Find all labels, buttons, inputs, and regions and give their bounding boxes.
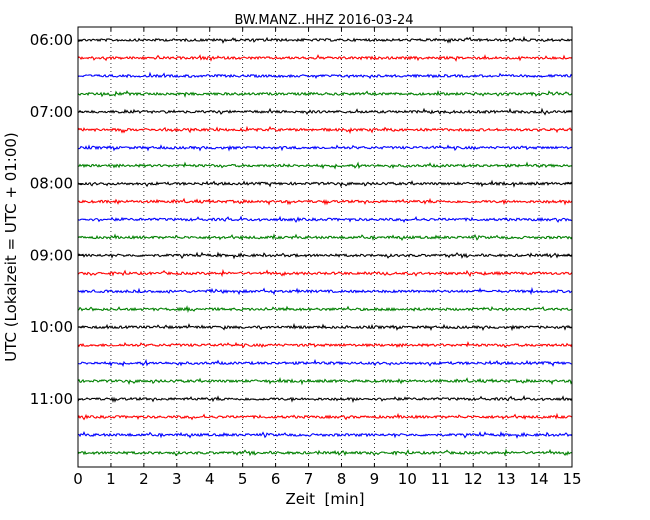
- trace-group: [77, 35, 573, 457]
- seismogram-trace: [77, 358, 573, 368]
- seismogram-trace: [77, 144, 573, 152]
- y-tick-label: 10:00: [30, 318, 73, 336]
- chart-title: BW.MANZ..HHZ 2016-03-24: [234, 13, 413, 28]
- seismogram-trace: [77, 340, 573, 349]
- seismogram-trace: [77, 71, 573, 80]
- x-tick-label: 15: [562, 470, 581, 488]
- seismogram-trace: [77, 107, 573, 116]
- seismogram-trace: [77, 35, 573, 44]
- x-tick-label: 0: [73, 470, 83, 488]
- seismogram-trace: [77, 90, 573, 98]
- x-tick-label: 13: [497, 470, 516, 488]
- x-tick-label: 9: [370, 470, 380, 488]
- y-tick-label: 11:00: [30, 390, 73, 408]
- y-tick-label: 09:00: [30, 246, 73, 264]
- x-tick-label: 8: [337, 470, 347, 488]
- x-tick-label: 2: [139, 470, 149, 488]
- x-tick-label: 6: [271, 470, 281, 488]
- seismogram-trace: [77, 448, 573, 457]
- plot-frame: [77, 26, 573, 468]
- grid-lines: [110, 27, 540, 467]
- x-tick-label: 1: [106, 470, 116, 488]
- x-axis-label: Zeit [min]: [285, 490, 364, 508]
- seismogram-trace: [77, 215, 573, 223]
- y-tick-label: 06:00: [30, 31, 73, 49]
- x-axis: 0 1 2 3 4 5 6 7 8 9 10 11 12 13 14 15: [73, 27, 582, 488]
- y-tick-label: 08:00: [30, 175, 73, 193]
- y-tick-label: 07:00: [30, 103, 73, 121]
- seismogram-trace: [77, 305, 573, 313]
- seismogram-trace: [77, 161, 573, 170]
- seismogram-trace: [77, 268, 573, 278]
- x-tick-label: 12: [464, 470, 483, 488]
- seismogram-trace: [77, 179, 573, 188]
- x-tick-label: 5: [238, 470, 248, 488]
- x-tick-label: 10: [398, 470, 417, 488]
- y-axis: 06:00 07:00 08:00 09:00 10:00 11:00: [30, 31, 572, 408]
- seismogram-trace: [77, 430, 573, 439]
- seismogram-trace: [77, 286, 573, 296]
- seismogram-trace: [77, 377, 573, 386]
- x-tick-label: 4: [205, 470, 215, 488]
- x-tick-label: 11: [431, 470, 450, 488]
- seismogram-trace: [77, 412, 573, 421]
- seismogram-trace: [77, 322, 573, 332]
- seismogram-trace: [77, 125, 573, 135]
- seismogram-trace: [77, 395, 573, 403]
- seismogram-trace: [77, 251, 573, 260]
- seismogram-trace: [77, 54, 573, 62]
- y-axis-label: UTC (Lokalzeit = UTC + 01:00): [2, 132, 20, 362]
- seismogram-trace: [77, 197, 573, 206]
- x-tick-label: 3: [172, 470, 182, 488]
- x-tick-label: 14: [530, 470, 549, 488]
- x-tick-label: 7: [304, 470, 314, 488]
- seismogram-trace: [77, 233, 573, 242]
